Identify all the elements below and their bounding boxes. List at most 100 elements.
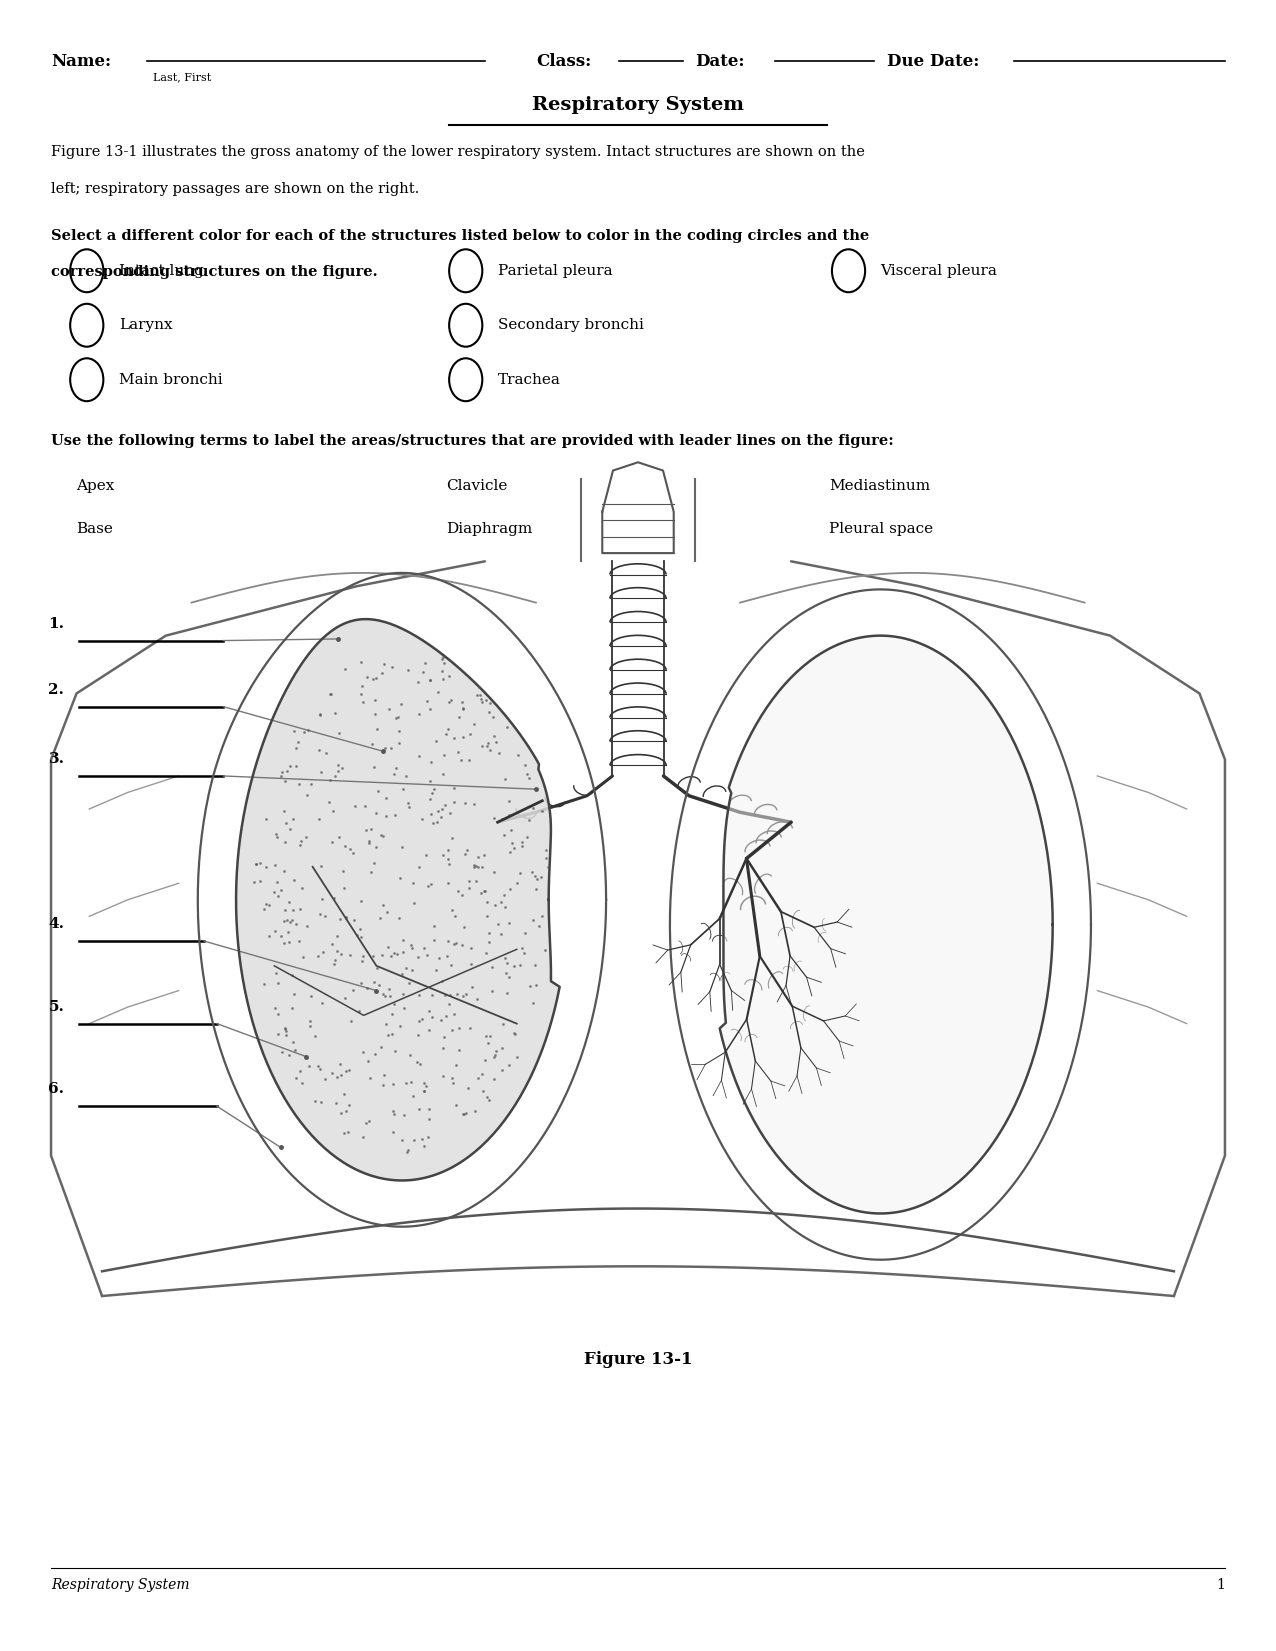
- Point: [413, 1078, 434, 1105]
- Point: [323, 797, 343, 824]
- Point: [477, 1085, 498, 1111]
- Point: [371, 822, 392, 849]
- Point: [484, 1043, 504, 1070]
- Point: [512, 934, 532, 961]
- Point: [393, 776, 413, 802]
- Point: [341, 943, 361, 969]
- Point: [351, 649, 371, 675]
- Point: [510, 951, 531, 977]
- Point: [504, 1020, 524, 1047]
- Point: [501, 817, 522, 844]
- Point: [366, 834, 387, 860]
- Point: [526, 877, 546, 903]
- Point: [517, 761, 537, 788]
- Point: [447, 1093, 467, 1119]
- Point: [422, 809, 443, 835]
- Point: [375, 982, 396, 1009]
- Point: [366, 717, 387, 743]
- Point: [273, 908, 293, 934]
- Point: [526, 863, 546, 890]
- Point: [278, 1042, 299, 1068]
- Point: [443, 1070, 463, 1096]
- Point: [394, 1101, 415, 1128]
- Point: [489, 740, 509, 766]
- Point: [523, 991, 544, 1017]
- Point: [467, 1065, 487, 1091]
- Point: [466, 868, 486, 895]
- Point: [350, 916, 370, 943]
- Point: [308, 943, 328, 969]
- Point: [290, 771, 310, 797]
- Point: [439, 662, 459, 688]
- Point: [427, 797, 448, 824]
- Point: [319, 789, 339, 816]
- Point: [315, 903, 336, 930]
- Point: [264, 878, 285, 905]
- Point: [416, 1073, 436, 1100]
- Point: [271, 877, 291, 903]
- Point: [397, 956, 417, 982]
- Point: [449, 703, 470, 730]
- Point: [320, 680, 341, 707]
- Point: [283, 1029, 304, 1055]
- Point: [310, 852, 330, 878]
- Point: [286, 1065, 306, 1091]
- Point: [273, 797, 293, 824]
- Text: Figure 13-1 illustrates the gross anatomy of the lower respiratory system. Intac: Figure 13-1 illustrates the gross anatom…: [51, 145, 865, 158]
- Point: [324, 948, 345, 974]
- Point: [519, 972, 540, 999]
- Point: [371, 1034, 392, 1060]
- Text: Intact lung: Intact lung: [119, 264, 204, 277]
- Point: [532, 797, 553, 824]
- Point: [365, 702, 385, 728]
- Point: [380, 943, 401, 969]
- Point: [433, 842, 453, 868]
- Point: [339, 835, 360, 862]
- Point: [415, 650, 435, 677]
- Point: [491, 1035, 512, 1062]
- Point: [412, 659, 433, 685]
- Point: [357, 974, 378, 1001]
- Point: [277, 758, 297, 784]
- Point: [403, 890, 424, 916]
- Point: [310, 700, 330, 726]
- Point: [274, 1015, 295, 1042]
- Point: [453, 913, 473, 939]
- Point: [472, 1060, 493, 1086]
- Point: [435, 1002, 456, 1029]
- Point: [285, 718, 305, 745]
- Point: [419, 873, 439, 900]
- Point: [264, 852, 285, 878]
- Point: [322, 931, 342, 958]
- Point: [473, 1078, 494, 1105]
- Point: [338, 1119, 359, 1146]
- Point: [305, 1088, 325, 1114]
- Point: [433, 761, 453, 788]
- Point: [254, 971, 274, 997]
- Point: [267, 868, 287, 895]
- Point: [504, 835, 524, 862]
- Point: [309, 736, 329, 763]
- Point: [438, 943, 458, 969]
- Point: [510, 860, 531, 887]
- Point: [499, 964, 519, 991]
- Point: [332, 755, 352, 781]
- Point: [376, 1010, 397, 1037]
- Point: [334, 984, 355, 1010]
- Point: [310, 1088, 330, 1114]
- Point: [279, 888, 300, 915]
- Point: [309, 806, 329, 832]
- Point: [288, 928, 309, 954]
- Point: [374, 735, 394, 761]
- Point: [464, 1098, 485, 1124]
- Point: [359, 829, 379, 855]
- Point: [522, 859, 542, 885]
- Point: [416, 842, 436, 868]
- Point: [401, 1068, 421, 1095]
- Point: [476, 687, 496, 713]
- Point: [389, 905, 410, 931]
- Point: [272, 1038, 292, 1065]
- Point: [480, 736, 500, 763]
- Point: [256, 806, 277, 832]
- Point: [420, 697, 440, 723]
